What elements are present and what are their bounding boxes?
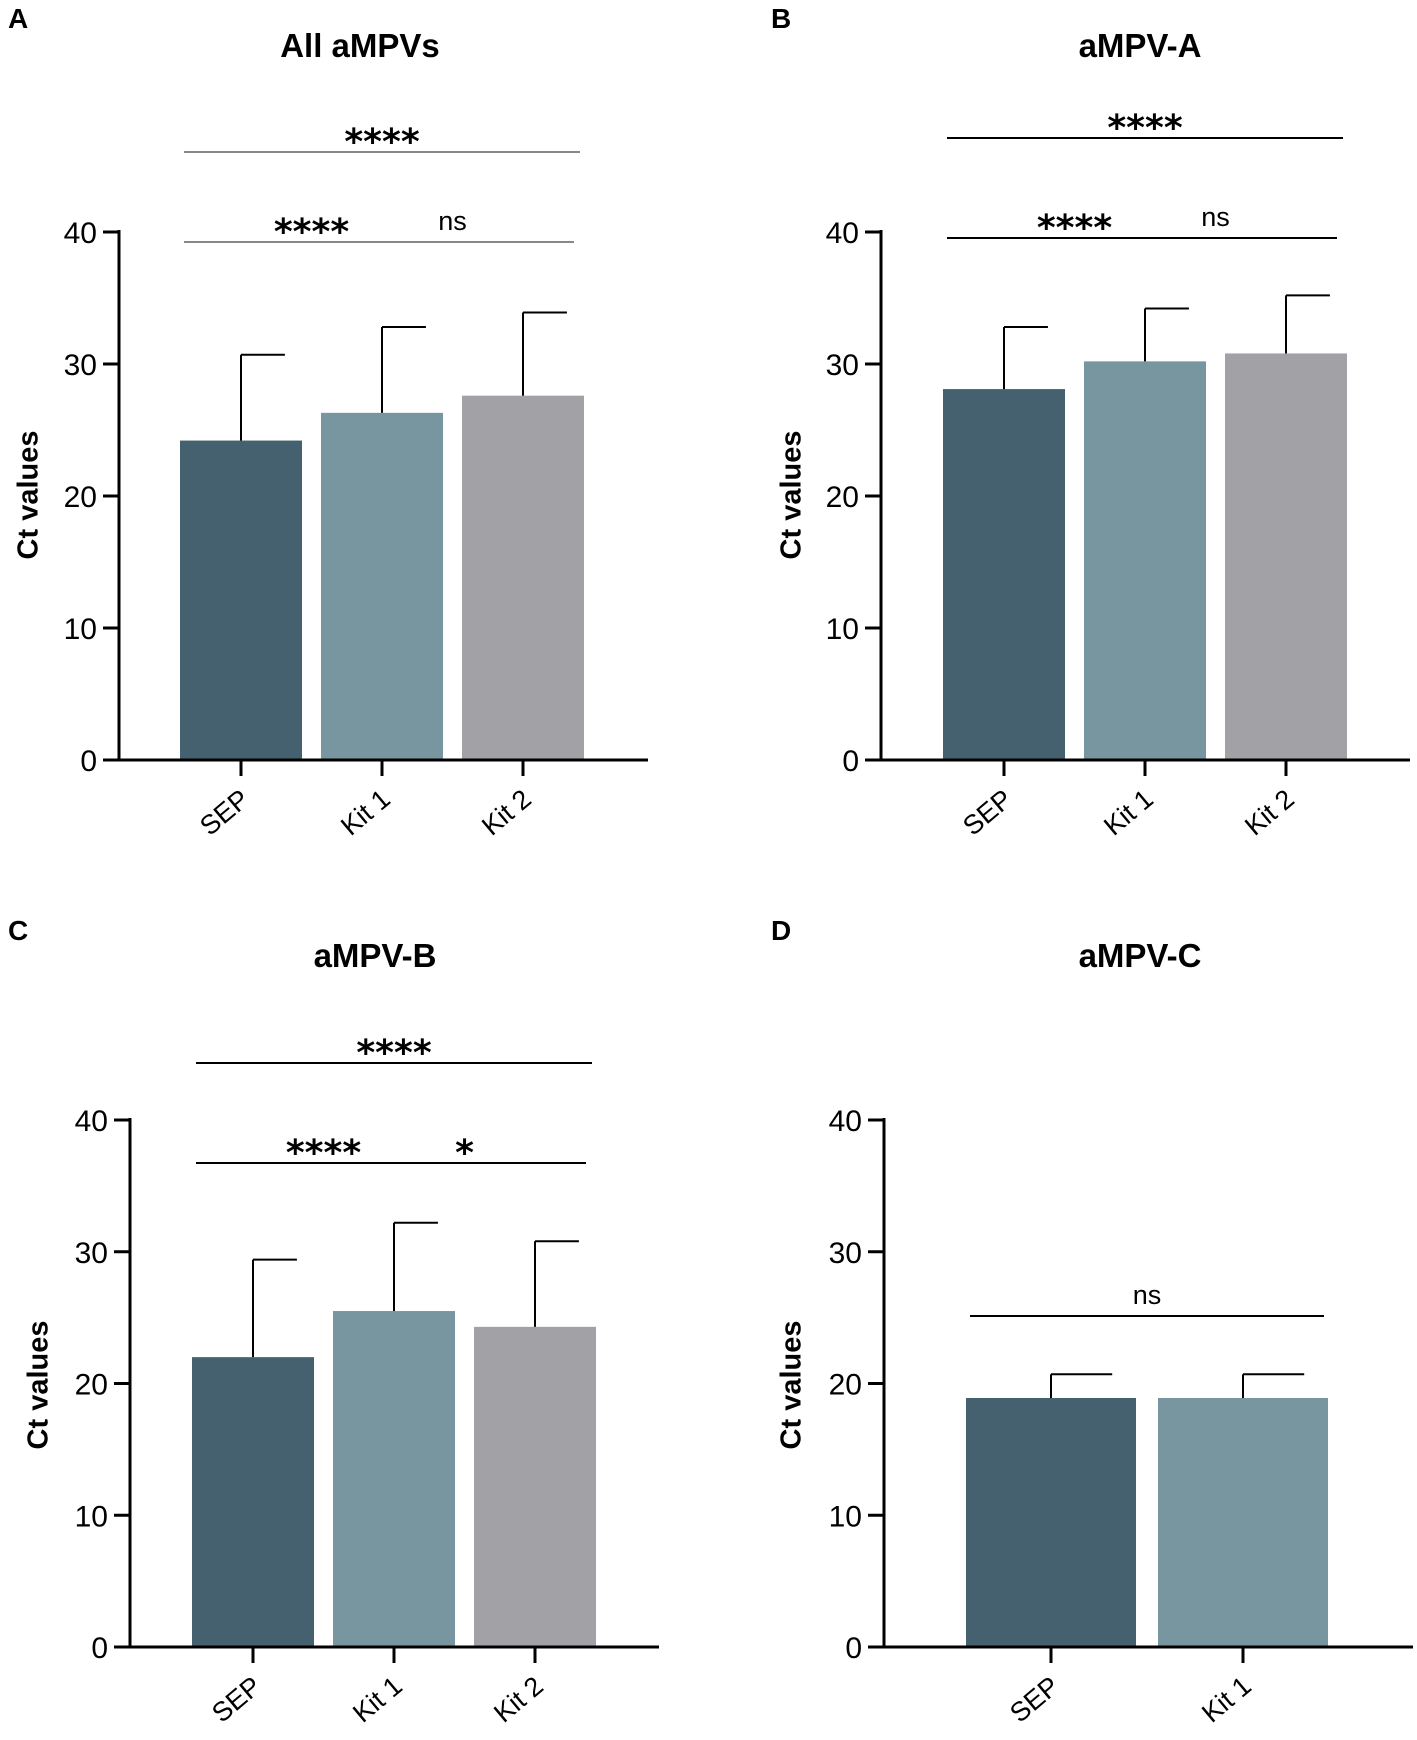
chart-title: aMPV-B bbox=[314, 937, 437, 974]
y-tick-label: 30 bbox=[75, 1237, 108, 1270]
bar-kit-1 bbox=[1084, 361, 1206, 760]
y-tick-label: 40 bbox=[826, 217, 859, 250]
bar-sep bbox=[180, 440, 302, 760]
x-tick-label: SEP bbox=[957, 784, 1018, 842]
y-tick-label: 20 bbox=[826, 481, 859, 514]
panel-letter: A bbox=[8, 3, 28, 34]
x-tick-label: Kit 2 bbox=[488, 1671, 549, 1729]
significance-stars-label: * bbox=[455, 1133, 474, 1174]
panel-letter: C bbox=[8, 915, 28, 946]
y-tick-label: 0 bbox=[80, 745, 97, 778]
x-tick-label: Kit 2 bbox=[476, 784, 537, 842]
y-tick-label: 20 bbox=[64, 481, 97, 514]
y-tick-label: 0 bbox=[842, 745, 859, 778]
y-tick-label: 0 bbox=[845, 1632, 862, 1665]
bar-kit-2 bbox=[474, 1326, 596, 1647]
y-tick-label: 20 bbox=[75, 1369, 108, 1402]
y-tick-label: 10 bbox=[829, 1500, 862, 1533]
panel-letter: B bbox=[771, 3, 791, 34]
y-tick-label: 30 bbox=[64, 349, 97, 382]
bar-kit-1 bbox=[321, 412, 443, 760]
y-axis-title: Ct values bbox=[776, 431, 808, 560]
x-tick-label: SEP bbox=[206, 1671, 267, 1729]
y-tick-label: 40 bbox=[75, 1105, 108, 1138]
panel-letter: D bbox=[771, 915, 791, 946]
significance-stars-label: **** bbox=[274, 212, 349, 253]
x-tick-label: SEP bbox=[194, 784, 255, 842]
bar-kit-2 bbox=[1225, 353, 1347, 760]
y-tick-label: 10 bbox=[826, 613, 859, 646]
y-tick-label: 0 bbox=[91, 1632, 108, 1665]
chart-title: aMPV-A bbox=[1079, 27, 1202, 64]
significance-stars-label: **** bbox=[286, 1133, 361, 1174]
significance-stars-label: **** bbox=[344, 122, 419, 163]
bar-kit-1 bbox=[1158, 1397, 1328, 1647]
bar-kit-2 bbox=[462, 395, 584, 760]
y-tick-label: 40 bbox=[829, 1105, 862, 1138]
bar-sep bbox=[943, 389, 1065, 760]
significance-stars-label: **** bbox=[1107, 108, 1182, 149]
x-tick-label: Kit 2 bbox=[1239, 784, 1300, 842]
bar-sep bbox=[966, 1397, 1136, 1647]
significance-stars-label: **** bbox=[1037, 208, 1112, 249]
chart-title: All aMPVs bbox=[280, 27, 440, 64]
y-tick-label: 30 bbox=[829, 1237, 862, 1270]
significance-ns-label: ns bbox=[438, 206, 467, 236]
x-tick-label: Kit 1 bbox=[1098, 784, 1159, 842]
y-axis-title: Ct values bbox=[13, 431, 45, 560]
x-tick-label: Kit 1 bbox=[1196, 1671, 1257, 1729]
significance-stars-label: **** bbox=[356, 1033, 431, 1074]
significance-ns-label: ns bbox=[1133, 1280, 1162, 1310]
y-tick-label: 20 bbox=[829, 1369, 862, 1402]
y-tick-label: 10 bbox=[75, 1500, 108, 1533]
chart-title: aMPV-C bbox=[1079, 937, 1202, 974]
significance-ns-label: ns bbox=[1201, 202, 1230, 232]
x-tick-label: Kit 1 bbox=[335, 784, 396, 842]
bar-sep bbox=[192, 1357, 314, 1647]
y-tick-label: 10 bbox=[64, 613, 97, 646]
bar-kit-1 bbox=[333, 1311, 455, 1647]
y-tick-label: 40 bbox=[64, 217, 97, 250]
y-axis-title: Ct values bbox=[776, 1321, 808, 1450]
x-tick-label: Kit 1 bbox=[347, 1671, 408, 1729]
panel-A: A All aMPVs Ct values 0 10 20 30 40 SEP Kit 1 Kit … bbox=[8, 3, 648, 841]
y-tick-label: 30 bbox=[826, 349, 859, 382]
x-tick-label: SEP bbox=[1004, 1671, 1065, 1729]
y-axis-title: Ct values bbox=[23, 1321, 55, 1450]
